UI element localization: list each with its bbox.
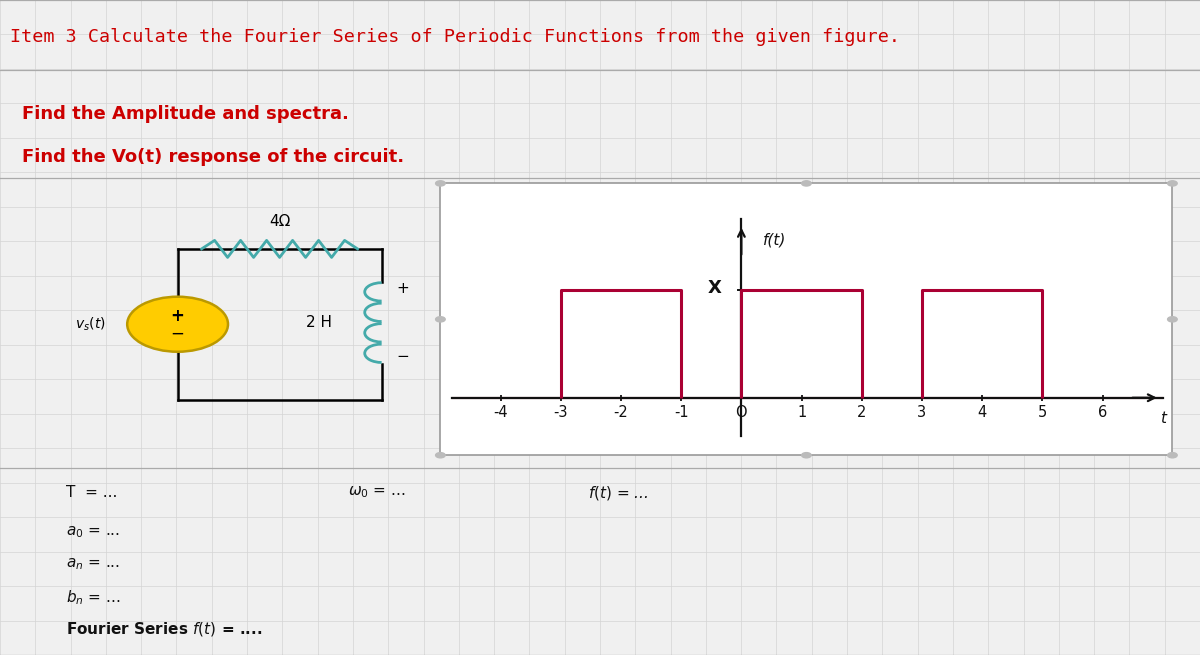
Text: 4Ω: 4Ω — [269, 214, 290, 229]
Text: 2 H: 2 H — [306, 315, 332, 330]
Circle shape — [1168, 453, 1177, 458]
Text: $a_n$ = ...: $a_n$ = ... — [66, 557, 120, 572]
Circle shape — [802, 181, 811, 186]
Circle shape — [436, 317, 445, 322]
Circle shape — [436, 181, 445, 186]
Text: Find the Amplitude and spectra.: Find the Amplitude and spectra. — [22, 105, 348, 123]
Circle shape — [127, 297, 228, 352]
Text: $f(t)$ = ...: $f(t)$ = ... — [588, 483, 648, 502]
Text: −: − — [397, 350, 409, 364]
Text: t: t — [1159, 411, 1165, 426]
FancyBboxPatch shape — [440, 183, 1172, 455]
Text: $\omega_0$ = ...: $\omega_0$ = ... — [348, 485, 406, 500]
Circle shape — [1168, 317, 1177, 322]
Text: Fourier Series $f(t)$ = ....: Fourier Series $f(t)$ = .... — [66, 620, 263, 638]
Text: +: + — [170, 307, 185, 326]
Text: X: X — [707, 278, 721, 297]
Text: $v_o(t)$: $v_o(t)$ — [456, 316, 487, 333]
Circle shape — [802, 453, 811, 458]
Text: +: + — [397, 281, 409, 295]
Text: Item 3 Calculate the Fourier Series of Periodic Functions from the given figure.: Item 3 Calculate the Fourier Series of P… — [10, 28, 900, 46]
Text: $v_s(t)$: $v_s(t)$ — [74, 316, 106, 333]
Text: f(t): f(t) — [763, 233, 786, 248]
Text: Find the Vo(t) response of the circuit.: Find the Vo(t) response of the circuit. — [22, 148, 403, 166]
Text: T  = ...: T = ... — [66, 485, 118, 500]
Circle shape — [1168, 181, 1177, 186]
Text: −: − — [170, 324, 185, 343]
Text: $b_n$ = ...: $b_n$ = ... — [66, 588, 120, 607]
Text: $a_0$ = ...: $a_0$ = ... — [66, 524, 120, 540]
Circle shape — [436, 453, 445, 458]
